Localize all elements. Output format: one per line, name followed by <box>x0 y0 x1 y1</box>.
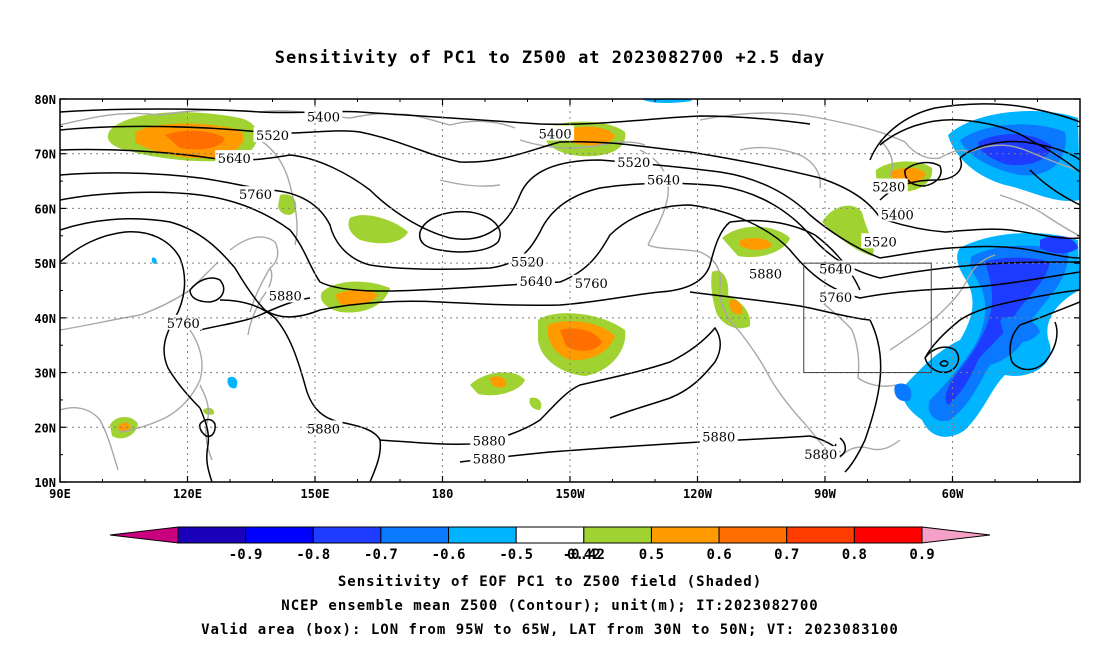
lat-label: 50N <box>34 257 56 271</box>
contour-label-bg <box>644 171 683 187</box>
contour-label-bg <box>816 289 855 305</box>
map-title: Sensitivity of PC1 to Z500 at 2023082700… <box>274 48 826 68</box>
contour-label-bg <box>266 287 305 303</box>
colorbar-label: -0.7 <box>364 547 398 563</box>
colorbar-label: 0.42 <box>567 547 601 563</box>
lon-label: 90E <box>49 487 71 501</box>
contour-label: 5760 <box>575 277 608 292</box>
colorbar-label: 0.9 <box>909 547 934 563</box>
colorbar-label: -0.5 <box>499 547 533 563</box>
contour-label-bg <box>801 446 840 462</box>
contour-label: 5640 <box>647 173 680 188</box>
contour-label: 5640 <box>519 275 552 290</box>
contour-label: 5880 <box>307 422 340 437</box>
sensitivity-shading <box>107 99 1080 439</box>
contour-label-bg <box>236 186 275 202</box>
lat-label: 80N <box>34 93 56 107</box>
contour-label: 5760 <box>239 188 272 203</box>
colorbar-box <box>448 526 517 544</box>
contour-label-bg <box>253 127 292 143</box>
colorbar-label: -0.8 <box>296 547 330 563</box>
colorbar-label: 0.5 <box>639 547 664 563</box>
colorbar-box <box>177 526 247 544</box>
contour-label-bg <box>304 420 343 436</box>
contour-label-bg <box>878 206 917 222</box>
colorbar-label: -0.6 <box>432 547 466 563</box>
contour-label: 5400 <box>307 111 340 126</box>
contour-label: 5880 <box>473 434 506 449</box>
lon-label: 60W <box>942 487 964 501</box>
contour-label: 5880 <box>804 448 837 463</box>
colorbar-right-triangle <box>921 526 991 544</box>
contour-label: 5760 <box>819 291 852 306</box>
contour-label-bg <box>614 153 653 169</box>
colorbar-label: 0.6 <box>706 547 731 563</box>
contour-label-bg <box>517 273 555 289</box>
colorbar-box <box>650 526 720 544</box>
contour-label-bg <box>536 125 575 141</box>
contour-label-bg <box>746 265 785 281</box>
lon-label: 120W <box>683 487 713 501</box>
lat-label: 70N <box>34 148 56 162</box>
contour-label: 5640 <box>218 152 251 167</box>
colorbar-label: 0.7 <box>774 547 799 563</box>
contour-labels: 5400 5520 5640 5760 5400 5520 5640 5280 5400 5520… <box>164 108 917 467</box>
caption-line-1: Sensitivity of EOF PC1 to Z500 field (Sh… <box>337 574 763 590</box>
contour-label-bg <box>215 150 254 166</box>
map-grid <box>60 99 1080 482</box>
lat-label: 60N <box>34 202 56 216</box>
contour-label: 5880 <box>269 289 302 304</box>
contour-label-bg <box>699 428 738 444</box>
contour-label-bg <box>508 253 547 269</box>
lon-label: 180 <box>432 487 454 501</box>
caption-line-2: NCEP ensemble mean Z500 (Contour); unit(… <box>281 598 819 614</box>
lon-label: 90W <box>814 487 836 501</box>
lat-label: 40N <box>34 312 56 326</box>
lon-label: 150E <box>301 487 330 501</box>
contour-label-bg <box>816 260 855 276</box>
contour-label: 5880 <box>749 268 782 283</box>
contour-label: 5640 <box>819 263 852 278</box>
contour-label-bg <box>869 178 908 194</box>
contour-label: 5520 <box>256 129 289 144</box>
contour-label: 5520 <box>511 256 544 271</box>
colorbar-box <box>380 526 450 544</box>
colorbar-label: 0.8 <box>842 547 867 563</box>
contour-label: 5400 <box>881 208 914 223</box>
contour-label-bg <box>470 450 509 466</box>
lon-label: 120E <box>173 487 202 501</box>
lat-label: 30N <box>34 367 56 381</box>
colorbar-box <box>853 526 923 544</box>
contour-label-bg <box>861 233 900 249</box>
valid-area-box <box>803 262 932 374</box>
contour-label: 5520 <box>864 235 897 250</box>
contour-label: 5280 <box>872 181 905 196</box>
colorbar-label: -0.9 <box>229 547 263 563</box>
contour-label: 5760 <box>167 317 200 332</box>
colorbar-box <box>245 526 314 544</box>
contour-label-bg <box>304 108 343 124</box>
colorbar-box <box>312 526 382 544</box>
contour-label-bg <box>572 274 611 290</box>
contour-label: 5880 <box>473 452 506 467</box>
colorbar-label: -0.42 <box>563 547 605 563</box>
lon-label: 150W <box>556 487 586 501</box>
colorbar-box <box>718 526 788 544</box>
colorbar-box <box>786 526 855 544</box>
lat-label: 10N <box>34 476 56 490</box>
colorbar-box <box>515 526 585 544</box>
contour-label: 5880 <box>702 431 735 446</box>
contour-label: 5400 <box>539 127 572 142</box>
caption-line-3: Valid area (box): LON from 95W to 65W, L… <box>201 622 899 638</box>
contour-label-bg <box>470 432 509 448</box>
lat-label: 20N <box>34 421 56 435</box>
contour-label-bg <box>164 314 203 330</box>
colorbar-box <box>583 526 652 544</box>
contour-label: 5520 <box>617 156 650 171</box>
colorbar: -0.9 -0.8 -0.7 -0.6 -0.5 -0.420.42 0.5 0.6 0.7 0.… <box>109 526 991 563</box>
colorbar-left-triangle <box>109 526 179 544</box>
